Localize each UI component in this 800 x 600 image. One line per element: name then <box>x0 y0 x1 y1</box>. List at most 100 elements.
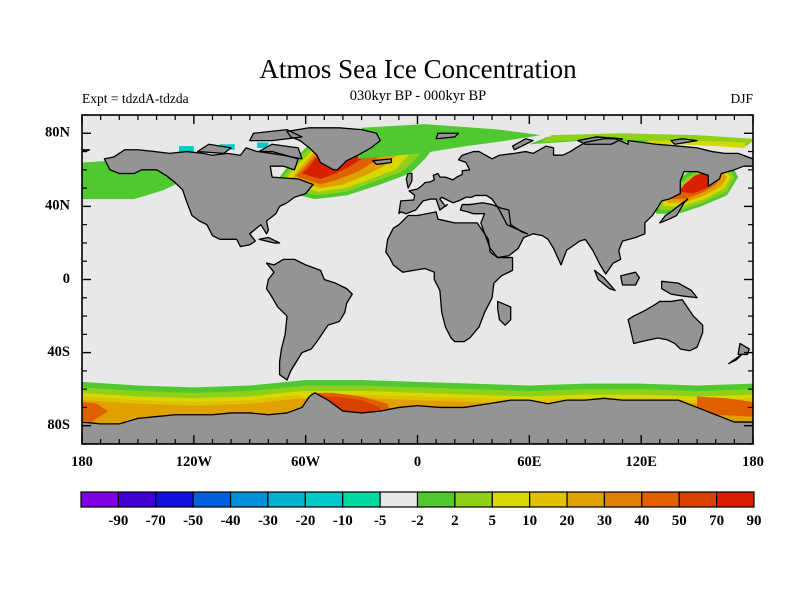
y-tick-label: 80S <box>47 417 70 433</box>
colorbar-tick-label: 30 <box>597 513 612 529</box>
colorbar: -90 -70 -50 -40 -30 -20 -10 -5 -2 2 5 10 20 30 40 50 70 9… <box>80 491 762 529</box>
x-tick-label: 120W <box>176 454 213 470</box>
coastline-svalbard <box>435 132 460 140</box>
anomaly-patch <box>257 142 269 148</box>
plot-frame <box>81 114 754 445</box>
coastline-nzs <box>728 353 743 365</box>
colorbar-cell <box>529 491 568 508</box>
colorbar-cell <box>491 491 531 508</box>
colorbar-tick-label: -20 <box>295 513 315 529</box>
land-mask-layer <box>82 127 753 444</box>
coastline-layer <box>82 127 753 444</box>
coastline-newguinea <box>661 280 698 299</box>
y-tick-label: 0 <box>63 271 70 287</box>
colorbar-cell <box>416 491 456 508</box>
coastline-ellesmere <box>249 128 303 142</box>
colorbar-tick-label: -50 <box>183 513 203 529</box>
coastline-greatbritain <box>405 172 413 189</box>
coastline-greenland <box>286 127 381 171</box>
colorbar-tick-labels: -90 -70 -50 -40 -30 -20 -10 -5 -2 2 5 10 20 30 40 50 70 9… <box>108 513 761 529</box>
colorbar-tick-label: -2 <box>411 513 424 529</box>
colorbar-cell <box>304 491 344 508</box>
colorbar-tick-label: 50 <box>672 513 687 529</box>
season-label: DJF <box>730 91 753 106</box>
colorbar-tick-label: 90 <box>747 513 762 529</box>
landmass-borneo <box>620 272 640 285</box>
x-tick-label: 60W <box>291 454 321 470</box>
coastline-wrangel <box>82 149 91 153</box>
coastline-iceland <box>372 158 393 165</box>
colorbar-cell <box>566 491 606 508</box>
coastline-sumatra <box>593 269 616 292</box>
colorbar-tick-label: 5 <box>489 513 497 529</box>
subtitle: 030kyr BP - 000kyr BP <box>350 88 486 104</box>
colorbar-cell <box>379 491 419 508</box>
coastline-borneo <box>620 271 640 286</box>
coastline-newsib <box>670 138 698 145</box>
landmass-samerica <box>266 259 353 381</box>
page-title: Atmos Sea Ice Concentration <box>259 54 577 84</box>
x-tick-label: 180 <box>742 454 764 470</box>
colorbar-cell <box>80 491 119 508</box>
landmass-namerica <box>104 147 314 247</box>
colorbar-tick-label: -30 <box>258 513 278 529</box>
coastline-africa <box>385 211 514 343</box>
colorbar-cell <box>192 491 232 508</box>
experiment-label: Expt = tdzdA-tdzda <box>82 91 189 106</box>
landmass-nzn <box>738 343 750 355</box>
anomaly-patch <box>178 146 194 152</box>
colorbar-cell <box>454 491 493 508</box>
x-axis-tick-labels: 180 120W 60W 0 60E 120E 180 <box>71 454 764 470</box>
colorbar-tick-label: 2 <box>451 513 459 529</box>
landmass-australia <box>628 299 703 351</box>
colorbar-tick-label: -90 <box>108 513 128 529</box>
colorbar-cell <box>678 491 718 508</box>
landmass-africa <box>385 211 513 342</box>
coastline-nzn <box>737 342 750 356</box>
colorbar-cell <box>155 491 194 508</box>
colorbar-tick-label: -70 <box>146 513 166 529</box>
landmass-svalbard <box>436 133 459 139</box>
colorbar-tick-label: 20 <box>560 513 575 529</box>
landmass-baffin <box>259 144 302 159</box>
y-tick-label: 80N <box>45 125 71 141</box>
anomaly-patch <box>697 396 753 417</box>
coastline-namerica <box>103 147 314 248</box>
colorbar-cell <box>342 491 381 508</box>
colorbar-cell <box>603 491 643 508</box>
y-tick-label: 40N <box>45 198 71 214</box>
coastline-victoria <box>196 143 232 155</box>
y-axis-tick-labels: 80N 40N 0 40S 80S <box>45 125 71 433</box>
coastline-madagascar <box>497 300 512 326</box>
colorbar-cell <box>117 491 157 508</box>
landmass-madagascar <box>497 301 511 326</box>
colorbar-tick-label: -40 <box>221 513 241 529</box>
colorbar-cell <box>716 491 755 508</box>
coastline-antarctica <box>82 392 753 444</box>
colorbar-cell <box>229 491 269 508</box>
coastline-australia <box>627 298 704 352</box>
colorbar-cell <box>267 491 306 508</box>
colorbar-cells <box>80 491 755 508</box>
colorbar-tick-label: 70 <box>709 513 724 529</box>
y-tick-label: 40S <box>47 344 70 360</box>
coastline-japan <box>659 198 689 224</box>
colorbar-tick-label: 40 <box>634 513 649 529</box>
coastline-taimyr <box>577 136 624 145</box>
colorbar-tick-label: 10 <box>522 513 537 529</box>
anomaly-patch <box>82 401 109 423</box>
x-tick-label: 120E <box>625 454 656 470</box>
landmass-novaya <box>512 138 534 150</box>
landmass-greenland <box>287 127 381 170</box>
landmass-antarctica <box>82 392 753 444</box>
anomaly-patch <box>678 171 712 194</box>
x-tick-label: 180 <box>71 454 93 470</box>
colorbar-tick-label: -10 <box>333 513 353 529</box>
coastline-cuba <box>258 236 281 244</box>
map-plot-area: 180 120W 60W 0 60E 120E 180 80N 40N 0 40S 80S <box>45 114 764 470</box>
coastline-baffin <box>258 143 303 160</box>
coastline-eurasia <box>398 138 753 275</box>
x-tick-label: 0 <box>414 454 421 470</box>
coastline-samerica <box>265 258 353 381</box>
